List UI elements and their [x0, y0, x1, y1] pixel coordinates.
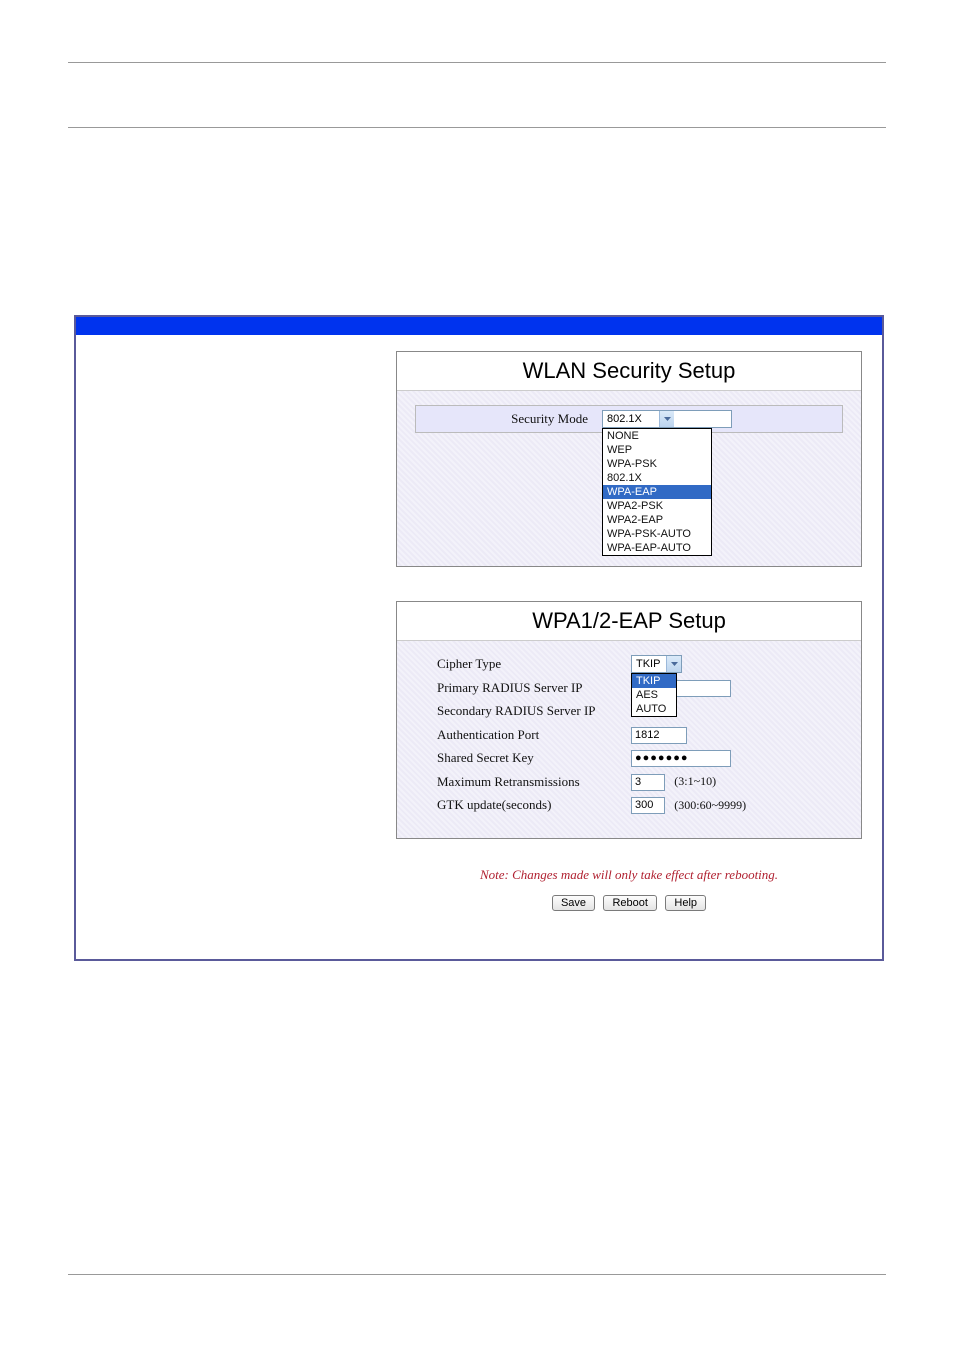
chevron-down-icon	[666, 656, 681, 672]
secondary-radius-label: Secondary RADIUS Server IP	[437, 703, 631, 719]
wpa-eap-title: WPA1/2-EAP Setup	[397, 602, 861, 641]
chevron-down-icon	[659, 411, 674, 427]
cipher-type-label: Cipher Type	[437, 656, 631, 672]
wpa-eap-panel: WPA1/2-EAP Setup Cipher Type TKIP TKIP	[396, 601, 862, 839]
cipher-option-aes[interactable]: AES	[632, 688, 676, 702]
app-window: WLAN Security Setup Security Mode 802.1X…	[74, 315, 884, 961]
cipher-option-auto[interactable]: AUTO	[632, 702, 676, 716]
security-mode-dropdown[interactable]: NONE WEP WPA-PSK 802.1X WPA-EAP WPA2-PSK…	[602, 428, 712, 556]
security-mode-label: Security Mode	[422, 411, 602, 427]
option-wpa2-eap[interactable]: WPA2-EAP	[603, 513, 711, 527]
secret-key-input[interactable]: ●●●●●●●	[631, 750, 731, 767]
reboot-button[interactable]: Reboot	[603, 895, 656, 911]
option-none[interactable]: NONE	[603, 429, 711, 443]
option-wpa-eap[interactable]: WPA-EAP	[603, 485, 711, 499]
secret-key-label: Shared Secret Key	[437, 750, 631, 766]
security-mode-value: 802.1X	[603, 411, 659, 427]
gtk-update-input[interactable]: 300	[631, 797, 665, 814]
option-wpa-psk[interactable]: WPA-PSK	[603, 457, 711, 471]
save-button[interactable]: Save	[552, 895, 595, 911]
option-8021x[interactable]: 802.1X	[603, 471, 711, 485]
option-wpa-psk-auto[interactable]: WPA-PSK-AUTO	[603, 527, 711, 541]
window-titlebar	[76, 317, 882, 335]
wlan-security-panel: WLAN Security Setup Security Mode 802.1X…	[396, 351, 862, 567]
reboot-note: Note: Changes made will only take effect…	[396, 867, 862, 883]
primary-radius-label: Primary RADIUS Server IP	[437, 680, 631, 696]
security-mode-select[interactable]: 802.1X	[602, 410, 732, 428]
max-retrans-label: Maximum Retransmissions	[437, 774, 631, 790]
cipher-type-select[interactable]: TKIP	[631, 655, 682, 673]
option-wpa-eap-auto[interactable]: WPA-EAP-AUTO	[603, 541, 711, 555]
gtk-update-label: GTK update(seconds)	[437, 797, 631, 813]
option-wpa2-psk[interactable]: WPA2-PSK	[603, 499, 711, 513]
auth-port-label: Authentication Port	[437, 727, 631, 743]
max-retrans-hint: (3:1~10)	[674, 774, 716, 788]
wlan-security-title: WLAN Security Setup	[397, 352, 861, 391]
gtk-update-hint: (300:60~9999)	[674, 798, 746, 812]
cipher-option-tkip[interactable]: TKIP	[632, 674, 676, 688]
max-retrans-input[interactable]: 3	[631, 774, 665, 791]
cipher-type-value: TKIP	[632, 656, 666, 672]
help-button[interactable]: Help	[665, 895, 706, 911]
option-wep[interactable]: WEP	[603, 443, 711, 457]
auth-port-input[interactable]: 1812	[631, 727, 687, 744]
cipher-type-dropdown[interactable]: TKIP AES AUTO	[631, 673, 677, 717]
